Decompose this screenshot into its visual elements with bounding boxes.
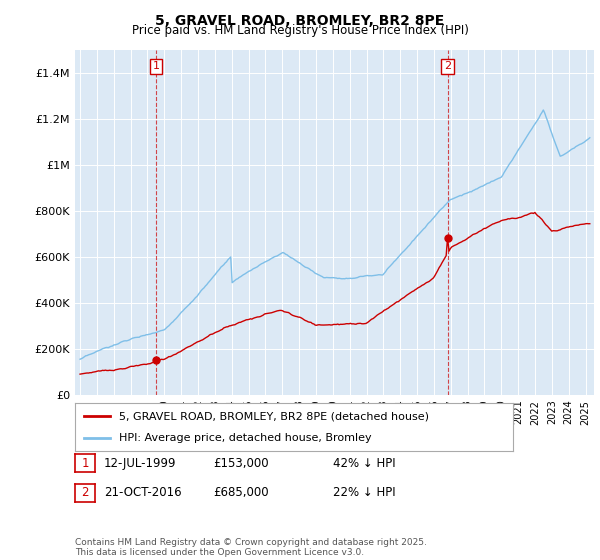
Text: £685,000: £685,000 <box>213 486 269 500</box>
Text: 5, GRAVEL ROAD, BROMLEY, BR2 8PE (detached house): 5, GRAVEL ROAD, BROMLEY, BR2 8PE (detach… <box>119 411 429 421</box>
Text: Contains HM Land Registry data © Crown copyright and database right 2025.
This d: Contains HM Land Registry data © Crown c… <box>75 538 427 557</box>
Text: 21-OCT-2016: 21-OCT-2016 <box>104 486 181 500</box>
Text: 5, GRAVEL ROAD, BROMLEY, BR2 8PE: 5, GRAVEL ROAD, BROMLEY, BR2 8PE <box>155 14 445 28</box>
Text: £153,000: £153,000 <box>213 456 269 470</box>
Text: 22% ↓ HPI: 22% ↓ HPI <box>333 486 395 500</box>
Text: 12-JUL-1999: 12-JUL-1999 <box>104 456 176 470</box>
Text: 2: 2 <box>82 486 89 500</box>
Text: 1: 1 <box>82 456 89 470</box>
Text: 2: 2 <box>444 62 451 72</box>
Text: Price paid vs. HM Land Registry's House Price Index (HPI): Price paid vs. HM Land Registry's House … <box>131 24 469 37</box>
Text: 1: 1 <box>152 62 160 72</box>
Text: 42% ↓ HPI: 42% ↓ HPI <box>333 456 395 470</box>
Text: HPI: Average price, detached house, Bromley: HPI: Average price, detached house, Brom… <box>119 433 371 443</box>
